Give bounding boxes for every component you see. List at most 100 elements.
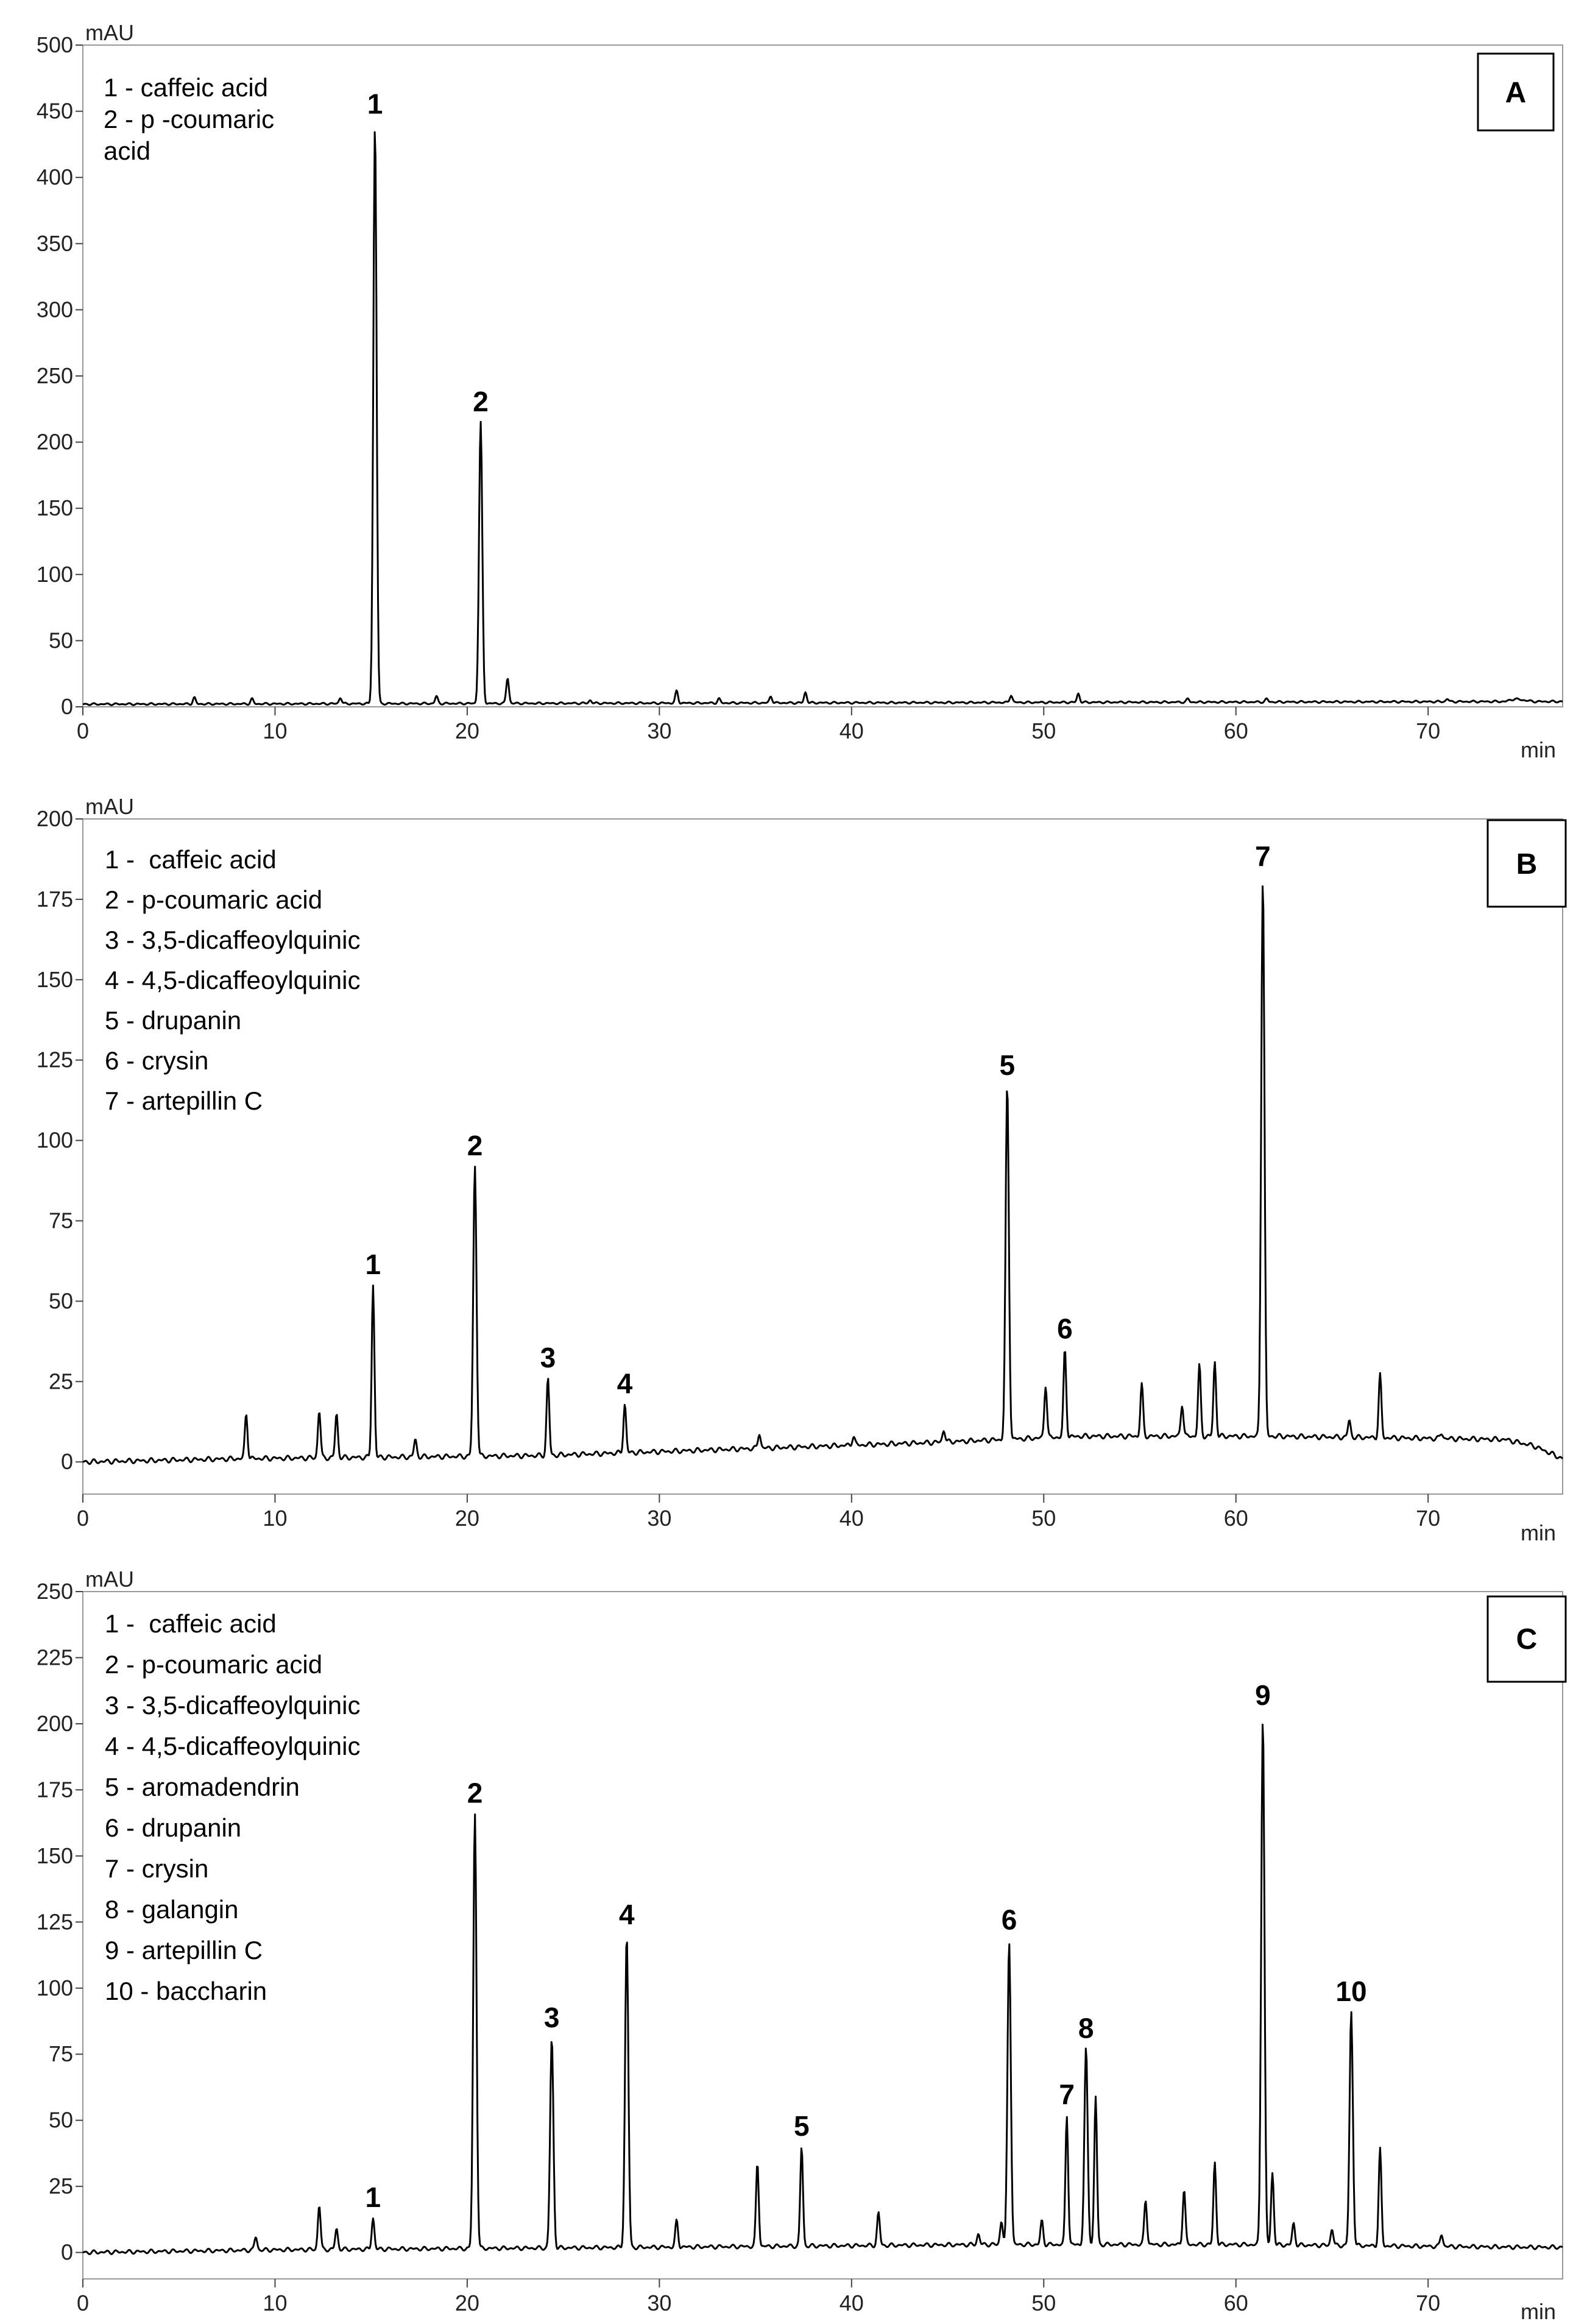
peak-label-8: 8 (1078, 2013, 1094, 2044)
legend: 1 - caffeic acid 2 - p-coumaric acid 3 -… (105, 845, 360, 1115)
y-tick-label: 50 (49, 2108, 73, 2133)
legend: 1 - caffeic acid 2 - p -coumaric acid (104, 73, 274, 165)
y-tick-label: 225 (37, 1645, 73, 1670)
legend-entry: 7 - artepillin C (105, 1086, 263, 1115)
y-unit-label: mAU (85, 1567, 134, 1592)
y-tick-label: 450 (37, 99, 73, 124)
x-tick-label: 40 (839, 718, 864, 743)
peak-label-3: 3 (540, 1342, 556, 1373)
y-tick-group: 0 25 50 75 100 125 150 175 200 225 250 (37, 1579, 83, 2265)
y-tick-label: 300 (37, 297, 73, 322)
peak-label-2: 2 (467, 1777, 483, 1809)
x-tick-label: 30 (647, 2290, 671, 2315)
legend-entry: 3 - 3,5-dicaffeoylquinic (105, 1691, 360, 1720)
legend-entry: 1 - caffeic acid (104, 73, 268, 102)
x-tick-label: 0 (77, 2290, 89, 2315)
panel-label-box (1486, 819, 1567, 908)
y-tick-label: 175 (37, 1777, 73, 1802)
x-tick-label: 0 (77, 1506, 89, 1531)
y-tick-label: 250 (37, 1579, 73, 1604)
y-tick-label: 350 (37, 231, 73, 256)
y-tick-label: 0 (61, 1449, 73, 1474)
x-tick-label: 40 (839, 2290, 864, 2315)
legend-entry: 3 - 3,5-dicaffeoylquinic (105, 926, 360, 954)
chromatogram-trace (82, 885, 1564, 1465)
x-tick-label: 20 (455, 1506, 479, 1531)
x-tick-label: 10 (263, 1506, 287, 1531)
peak-label-2: 2 (467, 1130, 483, 1161)
panel-label-box (1486, 1595, 1567, 1683)
x-tick-label: 50 (1031, 2290, 1056, 2315)
peak-label-5: 5 (1000, 1049, 1016, 1081)
legend-entry: acid (104, 136, 150, 165)
y-tick-label: 75 (49, 1208, 73, 1233)
legend-entry: 4 - 4,5-dicaffeoylquinic (105, 1732, 360, 1760)
peak-label-group: 1 2 3 4 5 6 7 8 9 10 (366, 1679, 1367, 2213)
x-tick-label: 50 (1031, 718, 1056, 743)
legend-entry: 4 - 4,5-dicaffeoylquinic (105, 966, 360, 994)
legend-entry: 8 - galangin (105, 1895, 239, 1924)
x-tick-group: 0 10 20 30 40 50 60 70 (77, 2279, 1440, 2315)
y-tick-label: 150 (37, 967, 73, 992)
y-tick-label: 0 (61, 2240, 73, 2265)
panel-label-box (1477, 52, 1555, 132)
y-tick-label: 200 (37, 1711, 73, 1736)
peak-label-3: 3 (544, 2002, 560, 2033)
y-tick-label: 100 (37, 1975, 73, 2000)
y-unit-label: mAU (85, 794, 134, 819)
x-tick-label: 10 (263, 2290, 287, 2315)
x-unit-label: min (1521, 1520, 1556, 1545)
x-tick-label: 0 (77, 718, 89, 743)
y-tick-label: 0 (61, 694, 73, 719)
peak-label-2: 2 (473, 386, 489, 417)
peak-label-4: 4 (619, 1899, 635, 1930)
y-tick-group: 0 25 50 75 100 125 150 175 200 (37, 806, 83, 1474)
x-tick-label: 20 (455, 718, 479, 743)
x-tick-label: 20 (455, 2290, 479, 2315)
y-tick-label: 100 (37, 1128, 73, 1153)
legend-entry: 5 - aromadendrin (105, 1773, 300, 1801)
peak-label-4: 4 (617, 1367, 633, 1399)
x-tick-group: 0 10 20 30 40 50 60 70 (77, 707, 1440, 743)
legend-entry: 1 - caffeic acid (105, 1609, 277, 1638)
x-tick-label: 60 (1224, 2290, 1248, 2315)
legend-entry: 2 - p-coumaric acid (105, 1650, 322, 1679)
y-unit-label: mAU (85, 20, 134, 45)
legend-entry: 1 - caffeic acid (105, 845, 277, 874)
peak-label-1: 1 (367, 88, 383, 119)
panel-label: A (1505, 77, 1527, 109)
legend-entry: 5 - drupanin (105, 1006, 241, 1035)
x-tick-label: 60 (1224, 718, 1248, 743)
legend-entry: 2 - p-coumaric acid (105, 885, 322, 914)
legend: 1 - caffeic acid 2 - p-coumaric acid 3 -… (105, 1609, 360, 2005)
y-tick-label: 25 (49, 2173, 73, 2198)
y-tick-label: 150 (37, 495, 73, 520)
peak-label-5: 5 (794, 2110, 810, 2142)
y-tick-label: 400 (37, 165, 73, 190)
legend-entry: 7 - crysin (105, 1854, 208, 1883)
x-unit-label: min (1521, 737, 1556, 762)
y-tick-label: 500 (37, 32, 73, 57)
y-tick-label: 125 (37, 1047, 73, 1072)
peak-label-7: 7 (1059, 2078, 1075, 2110)
peak-label-9: 9 (1255, 1679, 1271, 1711)
x-tick-group: 0 10 20 30 40 50 60 70 (77, 1494, 1440, 1531)
x-tick-label: 40 (839, 1506, 864, 1531)
y-tick-label: 25 (49, 1369, 73, 1394)
y-tick-label: 150 (37, 1843, 73, 1868)
peak-label-1: 1 (366, 2181, 381, 2213)
x-tick-label: 30 (647, 718, 671, 743)
x-tick-label: 70 (1416, 1506, 1440, 1531)
y-tick-label: 50 (49, 1288, 73, 1313)
legend-entry: 9 - artepillin C (105, 1936, 263, 1964)
y-tick-label: 250 (37, 363, 73, 388)
peak-label-group: 1 2 3 4 5 6 7 (366, 840, 1271, 1399)
legend-entry: 2 - p -coumaric (104, 105, 274, 133)
x-tick-label: 50 (1031, 1506, 1056, 1531)
chromatogram-trace (82, 1723, 1563, 2255)
peak-label-6: 6 (1002, 1904, 1017, 1936)
